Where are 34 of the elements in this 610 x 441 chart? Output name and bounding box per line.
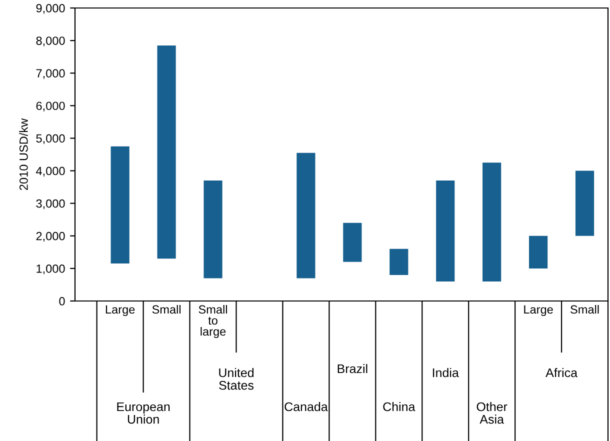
x-tick-label: Large — [524, 305, 553, 316]
y-tick-label: 3,000 — [36, 199, 65, 210]
x-tick-label: Large — [106, 305, 135, 316]
bar — [436, 180, 455, 282]
bar — [390, 248, 408, 275]
bar — [343, 222, 362, 262]
x-tick-label: Small to large — [198, 305, 227, 338]
text: Brazil — [338, 364, 368, 374]
y-tick-label: 9,000 — [36, 4, 65, 14]
text: European Union — [117, 402, 170, 424]
y-tick-label: 0 — [59, 297, 65, 306]
bar — [529, 236, 548, 268]
y-tick-label: 4,000 — [36, 166, 65, 177]
x-tick-label: Small — [570, 305, 599, 314]
bar — [157, 45, 176, 259]
text: China — [383, 402, 416, 412]
bar — [110, 146, 130, 264]
bar — [482, 162, 502, 282]
text: Africa — [546, 368, 578, 378]
y-axis-title: 2010 USD/kw — [19, 118, 28, 190]
x-tick-label: Small — [152, 305, 181, 314]
y-tick-label: 2,000 — [36, 232, 65, 242]
y-tick-label: 8,000 — [36, 36, 65, 46]
y-tick-label: 1,000 — [36, 264, 65, 274]
text: United States — [219, 368, 254, 390]
y-tick-label: 5,000 — [36, 134, 65, 144]
text: Canada — [284, 402, 328, 412]
y-tick-label: 7,000 — [36, 69, 65, 79]
y-tick-label: 6,000 — [36, 102, 65, 112]
bar — [204, 180, 222, 278]
bar — [296, 152, 316, 278]
bar — [575, 170, 594, 236]
text: Other Asia — [476, 402, 508, 424]
text: India — [432, 368, 459, 378]
